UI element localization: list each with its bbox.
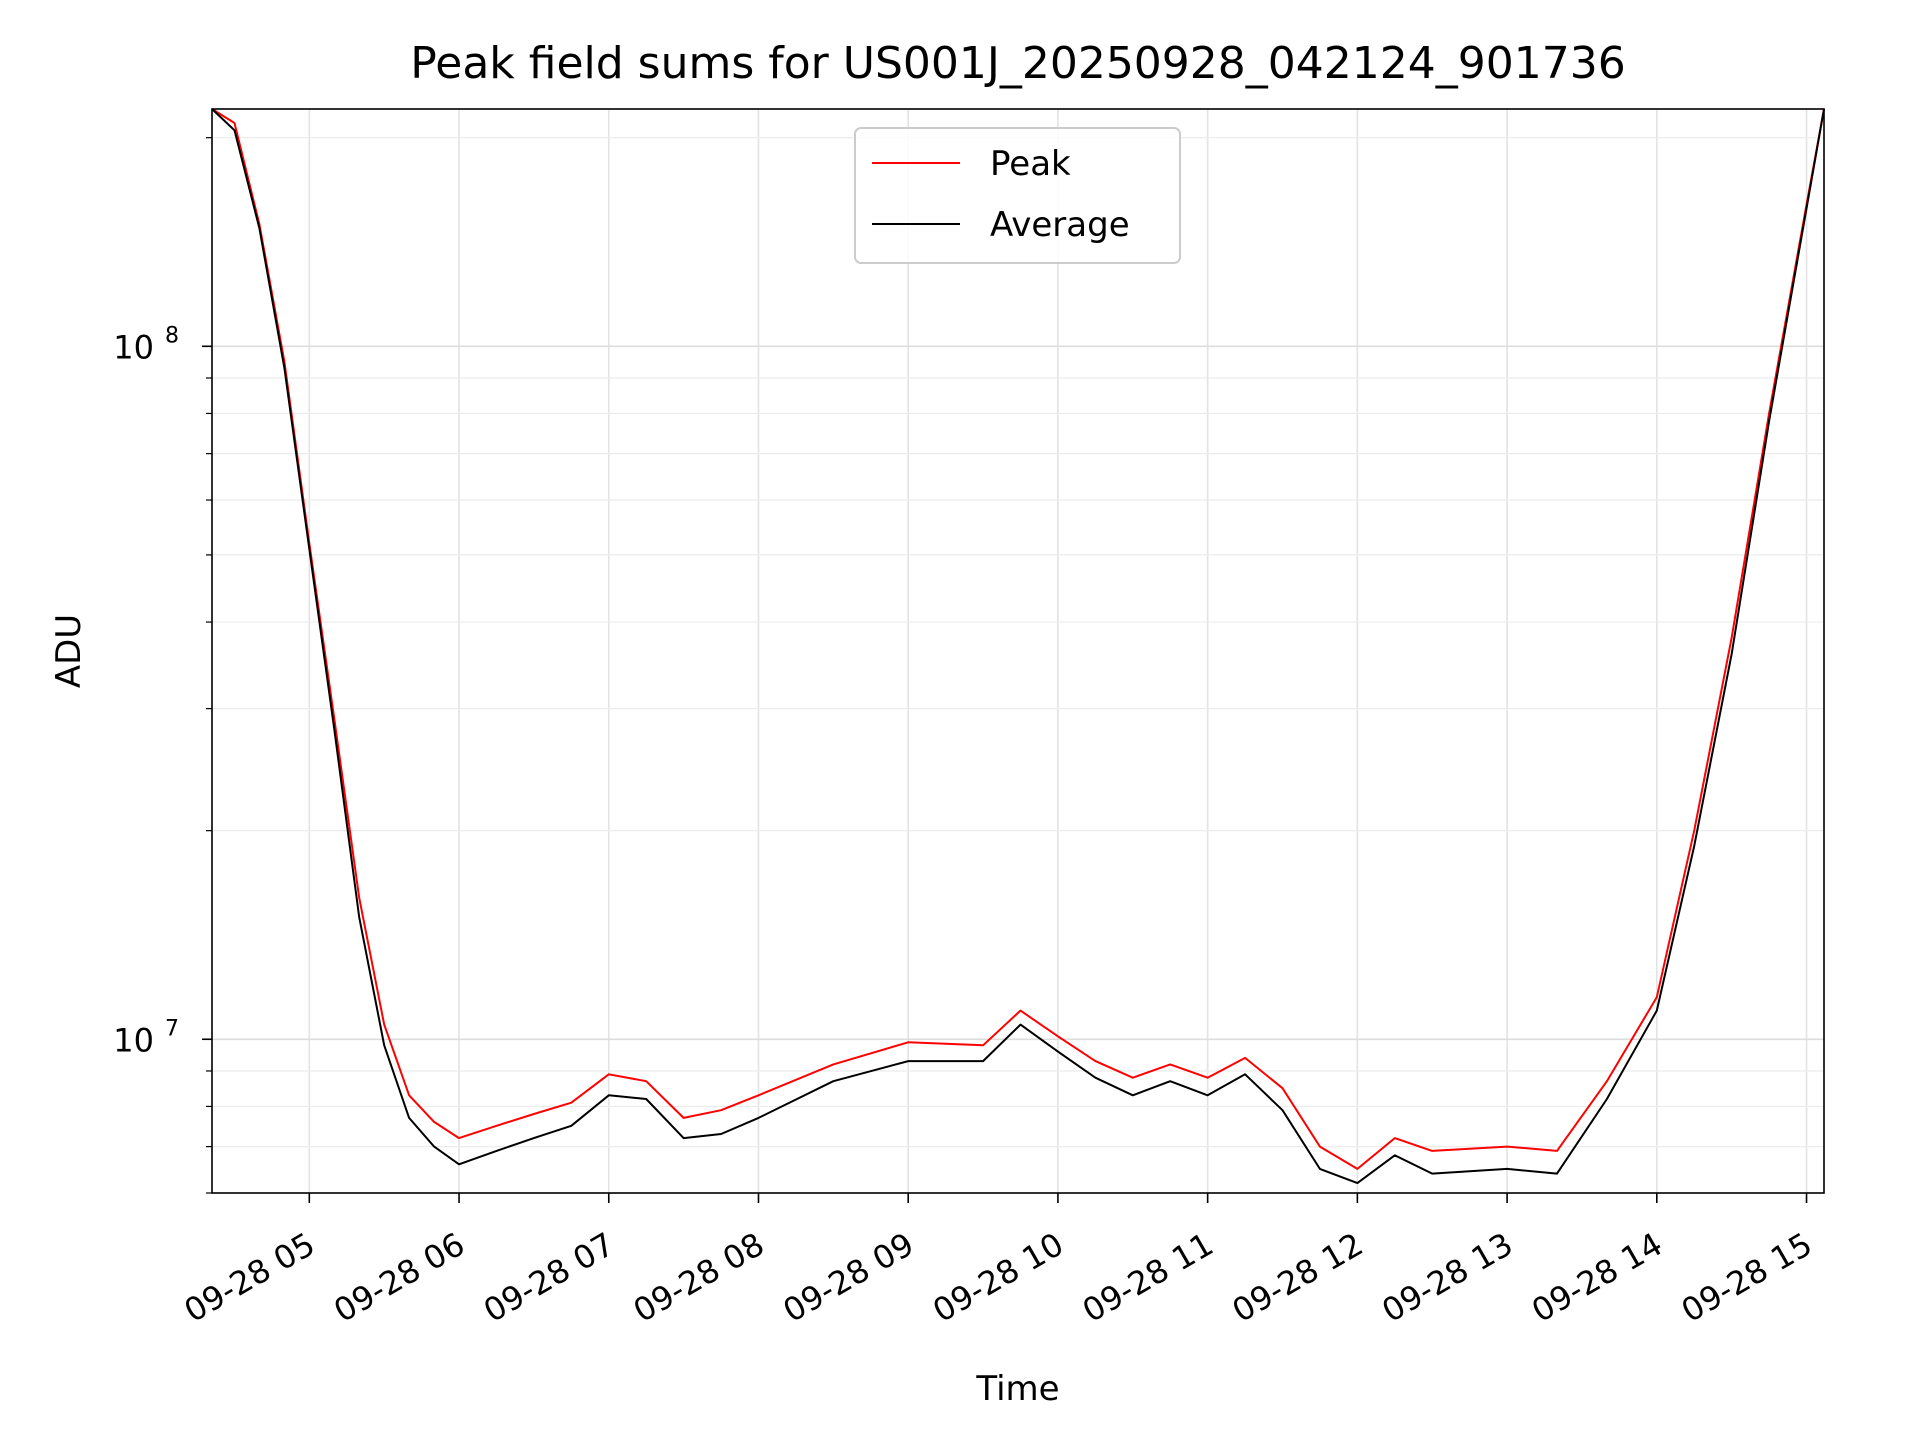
grid — [212, 109, 1824, 1194]
y-tick-label: 10 — [113, 1021, 154, 1059]
legend-box — [854, 127, 1181, 264]
series-line-peak — [211, 108, 1825, 1170]
y-axis-ticks: 10 7 10 8 — [113, 137, 212, 1194]
x-axis-label: Time — [975, 1369, 1059, 1409]
series-layer — [211, 108, 1825, 1185]
y-tick-label: 10 — [113, 328, 154, 366]
y-tick-exponent: 8 — [165, 323, 179, 348]
y-tick-exponent: 7 — [165, 1016, 179, 1041]
legend: Peak Average — [854, 127, 1181, 264]
series-line-average — [211, 108, 1825, 1185]
legend-label-average: Average — [990, 205, 1130, 245]
legend-label-peak: Peak — [990, 144, 1071, 184]
chart-title: Peak field sums for US001J_20250928_0421… — [410, 38, 1625, 89]
y-axis-label: ADU — [49, 614, 89, 688]
plot-frame — [211, 108, 1825, 1194]
